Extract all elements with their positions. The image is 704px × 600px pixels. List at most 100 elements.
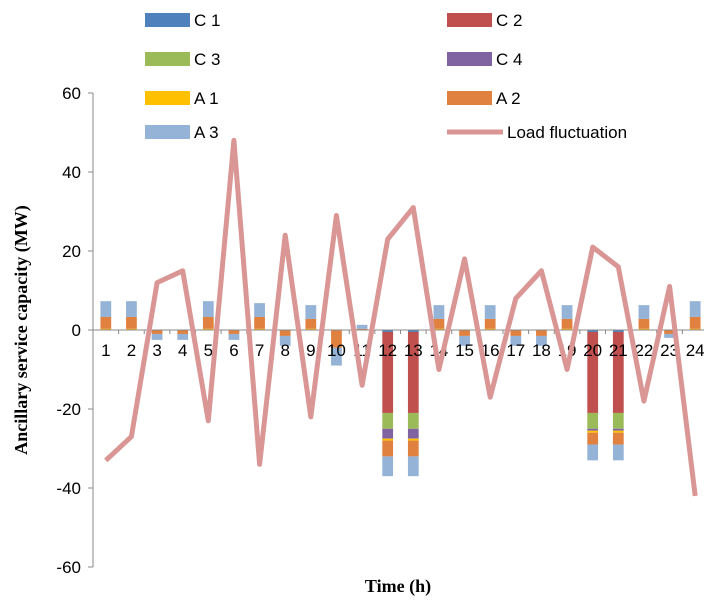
legend-label: C 2 <box>496 11 522 30</box>
bar-segment <box>202 328 214 330</box>
bar-segment <box>305 305 317 319</box>
bar-segment <box>587 412 599 429</box>
bar-segment <box>484 318 496 329</box>
bar-segment <box>612 412 624 429</box>
x-tick-label: 9 <box>306 341 315 360</box>
y-tick-label: 60 <box>62 84 81 103</box>
x-tick-label: 20 <box>583 341 602 360</box>
legend-swatch <box>447 13 492 27</box>
x-tick-label: 5 <box>204 341 213 360</box>
bar-segment <box>279 335 291 346</box>
bar-segment <box>561 318 573 329</box>
bar-segment <box>587 331 599 413</box>
bar-segment <box>536 330 547 336</box>
bar-segment <box>459 330 470 336</box>
bar-segment <box>587 432 599 445</box>
bar-segment <box>331 347 342 366</box>
bar-segment <box>638 305 650 319</box>
x-tick-label: 23 <box>660 341 679 360</box>
bar-segment <box>689 316 701 329</box>
bar-segment <box>561 328 573 330</box>
bar-segment <box>305 318 317 329</box>
x-tick-label: 2 <box>127 341 136 360</box>
bar-segment <box>228 333 240 340</box>
x-tick-label: 15 <box>455 341 474 360</box>
bar-segment <box>612 330 624 332</box>
bar-segment <box>100 328 112 330</box>
x-axis-label: Time (h) <box>365 576 431 597</box>
legend: C 1 C 2 C 3 C 4 A 1 A 2 A 3 Load fluctuation <box>145 11 627 142</box>
x-tick-label: 4 <box>178 341 187 360</box>
bar-segment <box>407 428 419 439</box>
bar-segment <box>510 335 522 346</box>
legend-label: Load fluctuation <box>507 123 627 142</box>
x-tick-label: 16 <box>481 341 500 360</box>
bar-segment <box>305 328 317 330</box>
bar-segment <box>407 331 419 413</box>
legend-label: C 1 <box>194 11 220 30</box>
y-tick-label: -60 <box>56 558 81 577</box>
bar-segment <box>407 438 419 441</box>
bar-segment <box>689 301 701 317</box>
bar-segment <box>536 335 547 346</box>
bar-segment <box>407 440 419 457</box>
y-tick-label: 0 <box>72 321 81 340</box>
bar-segment <box>254 303 265 317</box>
bar-segment <box>587 430 599 433</box>
x-tick-label: 13 <box>404 341 423 360</box>
bar-segment <box>612 428 624 431</box>
load-fluctuation-line <box>104 137 698 497</box>
bar-segment <box>254 328 265 330</box>
y-tick-label: 40 <box>62 163 81 182</box>
x-tick-label: 6 <box>229 341 238 360</box>
bar-segment <box>356 328 368 330</box>
bar-segment <box>664 330 675 334</box>
bar-segment <box>100 301 112 317</box>
bar-segment <box>202 301 214 317</box>
legend-swatch <box>145 13 190 27</box>
bar-segment <box>664 333 675 338</box>
x-tick-label: 24 <box>686 341 704 360</box>
bar-segment <box>407 456 419 477</box>
legend-label: A 2 <box>496 89 521 108</box>
bar-segment <box>126 316 137 329</box>
bar-segment <box>202 316 214 329</box>
bar-segment <box>612 331 624 413</box>
x-tick-label: 17 <box>506 341 525 360</box>
bar-segment <box>459 335 470 346</box>
legend-label: A 3 <box>194 123 219 142</box>
bar-segment <box>382 331 394 413</box>
y-axis-ticks: -60 -40 -20 0 20 40 60 <box>56 84 93 577</box>
bar-segment <box>100 316 112 329</box>
bar-segment <box>177 333 189 340</box>
x-tick-label: 10 <box>327 341 346 360</box>
bar-segment <box>177 330 189 334</box>
y-axis-label: Ancillary service capacity (MW) <box>11 205 32 454</box>
legend-label: C 3 <box>194 50 220 69</box>
legend-swatch <box>447 91 492 105</box>
bar-segment <box>254 316 265 329</box>
bar-segment <box>382 428 394 439</box>
bar-segment <box>433 328 445 330</box>
bar-segment <box>356 324 368 329</box>
x-tick-label: 18 <box>532 341 551 360</box>
legend-swatch <box>145 91 190 105</box>
x-tick-label: 8 <box>280 341 289 360</box>
bar-segment <box>407 412 419 429</box>
bar-segment <box>612 432 624 445</box>
bar-segment <box>382 412 394 429</box>
bar-segment <box>612 430 624 433</box>
bar-segment <box>382 456 394 477</box>
legend-label: A 1 <box>194 89 219 108</box>
bar-segment <box>587 330 599 332</box>
x-tick-label: 3 <box>152 341 161 360</box>
bar-segment <box>407 330 419 332</box>
x-tick-label: 21 <box>609 341 628 360</box>
bar-segment <box>484 328 496 330</box>
legend-swatch <box>145 125 190 139</box>
x-tick-label: 1 <box>101 341 110 360</box>
bar-segment <box>484 305 496 319</box>
bar-segment <box>612 444 624 461</box>
bar-segment <box>126 328 137 330</box>
